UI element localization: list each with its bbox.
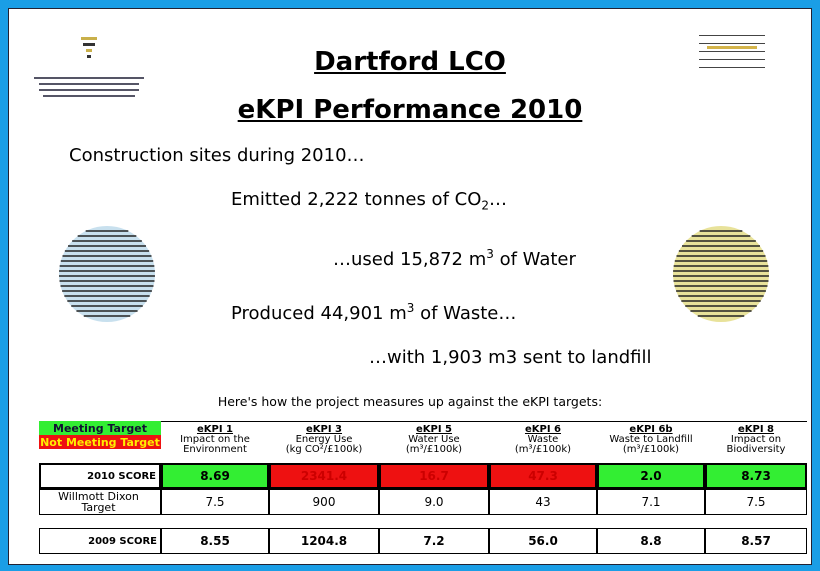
column-name: Energy Use [295,434,353,445]
column-header: eKPI 6 Waste (m³/£100k) [489,421,597,463]
score-cell: 8.69 [161,463,269,489]
score-cell: 16.7 [379,463,489,489]
column-code: eKPI 5 [415,424,453,435]
column-name: Impact on Biodiversity [726,434,786,455]
statement-after: of Water [493,249,576,270]
score-cell: 1204.8 [269,528,379,554]
score-cell: 900 [269,489,379,515]
statement: …used 15,872 m3 of Water [333,247,576,270]
column-name: Water Use [408,434,460,445]
caption: Here's how the project measures up again… [217,394,603,409]
statement-before: Emitted 2,222 tonnes of CO [231,189,482,210]
statement-sub: 2 [481,198,490,213]
logo-right [699,35,765,68]
score-cell: 7.1 [597,489,705,515]
score-cell: 9.0 [379,489,489,515]
statement-after: of Waste… [414,303,517,324]
subtitle: eKPI Performance 2010 [237,95,583,125]
column-header: eKPI 8 Impact on Biodiversity [705,421,807,463]
row-label: 2009 SCORE [39,528,161,554]
score-cell: 8.55 [161,528,269,554]
score-cell: 7.5 [161,489,269,515]
score-cell: 8.73 [705,463,807,489]
score-cell: 47.3 [489,463,597,489]
score-cell: 56.0 [489,528,597,554]
column-unit: (m³/£100k) [405,444,463,455]
statement-sup: 3 [486,247,494,261]
column-code: eKPI 3 [305,424,343,435]
column-code: eKPI 1 [196,424,234,435]
legend-entry: Not Meeting Target [39,435,161,449]
column-name: Impact on the Environment [180,434,250,455]
row-label: Willmott Dixon Target [39,489,161,515]
slide-body: Dartford LCO eKPI Performance 2010 Const… [8,8,812,565]
score-cell: 7.2 [379,528,489,554]
statement: …with 1,903 m3 sent to landfill [369,347,652,368]
statement: Emitted 2,222 tonnes of CO2… [231,189,507,213]
score-cell: 8.57 [705,528,807,554]
score-cell: 2341.4 [269,463,379,489]
statement-before: …with 1,903 m3 sent to landfill [369,347,652,368]
row-label: 2010 SCORE [39,463,161,489]
title: Dartford LCO [314,47,506,77]
column-header: eKPI 3 Energy Use (kg CO²/£100k) [269,421,379,463]
logo-left [34,37,144,97]
globe-right [673,226,769,322]
column-name: Waste [527,434,559,445]
column-unit: (m³/£100k) [514,444,572,455]
column-code: eKPI 6 [524,424,562,435]
column-header: eKPI 6b Waste to Landfill (m³/£100k) [597,421,705,463]
score-cell: 8.8 [597,528,705,554]
intro: Construction sites during 2010… [69,145,365,166]
column-code: eKPI 8 [737,424,775,435]
statement-after: … [489,189,508,210]
legend-entry: Meeting Target [39,421,161,435]
column-name: Waste to Landfill [609,434,693,445]
statement-before: …used 15,872 m [333,249,487,270]
statement-before: Produced 44,901 m [231,303,407,324]
column-unit: (m³/£100k) [622,444,680,455]
statement: Produced 44,901 m3 of Waste… [231,301,516,324]
score-cell: 7.5 [705,489,807,515]
column-code: eKPI 6b [629,424,673,435]
column-unit: (kg CO²/£100k) [285,444,363,455]
column-header: eKPI 5 Water Use (m³/£100k) [379,421,489,463]
statement-sup: 3 [406,301,415,315]
score-cell: 2.0 [597,463,705,489]
globe-left [59,226,155,322]
column-header: eKPI 1 Impact on the Environment [161,421,269,463]
score-cell: 43 [489,489,597,515]
